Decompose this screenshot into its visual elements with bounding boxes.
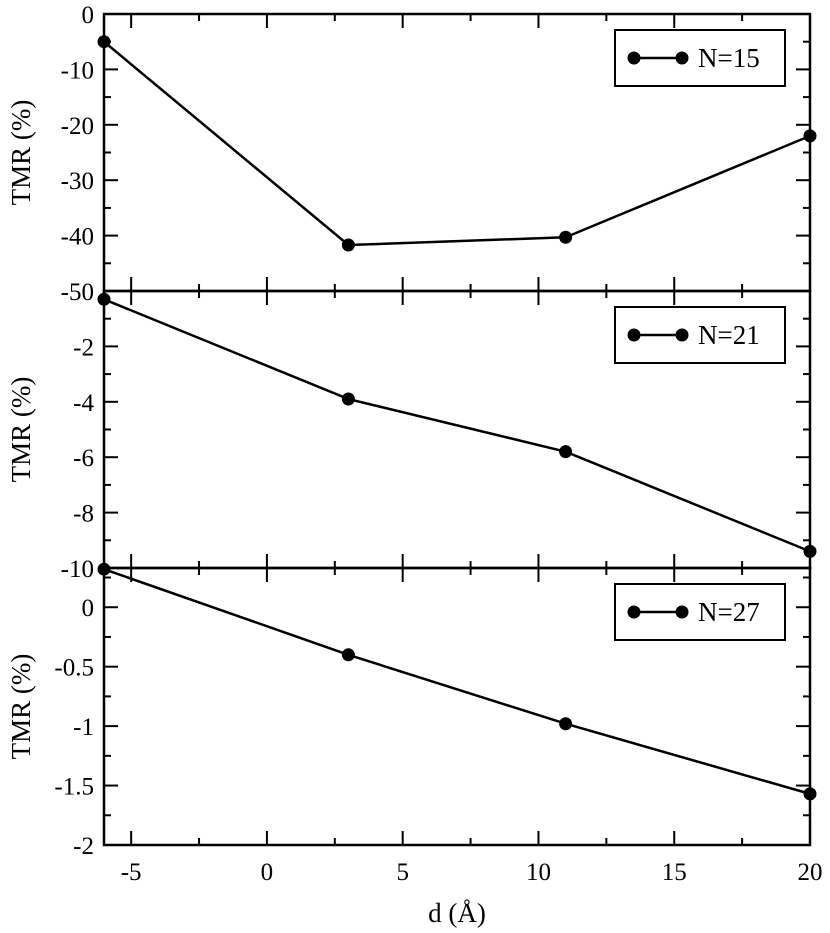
legend-marker — [675, 51, 689, 65]
y-tick-label: -1 — [73, 714, 94, 741]
data-point — [803, 787, 817, 801]
data-point — [559, 230, 573, 244]
y-tick-label: -1.5 — [54, 774, 94, 801]
plot-frame — [102, 566, 812, 847]
data-point — [803, 544, 817, 558]
x-tick-label: 5 — [396, 859, 409, 886]
y-tick-label: -8 — [73, 501, 94, 528]
legend-label: N=15 — [698, 43, 760, 73]
y-tick-label: 0 — [82, 595, 95, 622]
panel-2: -2 -4 -6 -8 -10 TMR (%) N=21 — [6, 289, 817, 583]
legend-marker — [627, 328, 641, 342]
legend-marker — [675, 328, 689, 342]
data-point — [559, 717, 573, 731]
y-tick-label: 0 — [82, 2, 95, 29]
panel-1: 0 -10 -20 -30 -40 -50 TMR (%) N=15 — [6, 2, 817, 306]
series-line — [103, 298, 811, 553]
data-point — [97, 35, 111, 49]
legend: N=21 — [614, 306, 786, 364]
data-point — [803, 129, 817, 143]
x-tick-label: 20 — [798, 859, 823, 886]
legend-label: N=27 — [698, 597, 760, 627]
y-tick-label: -6 — [73, 445, 94, 472]
y-tick-label: -40 — [61, 224, 94, 251]
x-tick-label: 15 — [662, 859, 687, 886]
legend-marker — [675, 605, 689, 619]
y-axis-label: TMR (%) — [6, 654, 36, 760]
y-tick-label: -50 — [61, 279, 94, 306]
series-line — [103, 568, 811, 796]
legend: N=27 — [614, 583, 786, 641]
data-point — [559, 445, 573, 459]
legend-label: N=21 — [698, 320, 760, 350]
legend: N=15 — [614, 29, 786, 87]
y-axis-label: TMR (%) — [6, 377, 36, 483]
data-point — [341, 238, 355, 252]
x-tick-label: 10 — [526, 859, 551, 886]
series-line — [103, 40, 811, 247]
y-tick-label: -10 — [61, 57, 94, 84]
data-point — [97, 292, 111, 306]
y-tick-label: -10 — [61, 556, 94, 583]
y-axis-label: TMR (%) — [6, 100, 36, 206]
data-point — [97, 562, 111, 576]
x-tick-label: -5 — [121, 859, 142, 886]
y-tick-label: -20 — [61, 113, 94, 140]
x-axis-label: d (Å) — [428, 898, 486, 928]
legend-marker — [627, 51, 641, 65]
x-tick-label: 0 — [261, 859, 274, 886]
data-point — [341, 648, 355, 662]
legend-marker — [627, 605, 641, 619]
y-tick-label: -4 — [73, 390, 94, 417]
data-point — [341, 392, 355, 406]
y-tick-label: -2 — [73, 833, 94, 860]
panel-3: 0 -0.5 -1 -1.5 -2 TMR (%) -5 0 5 10 15 20 d (Å) N=27 — [6, 562, 823, 928]
y-tick-label: -0.5 — [54, 655, 94, 682]
y-tick-label: -2 — [73, 334, 94, 361]
y-tick-label: -30 — [61, 168, 94, 195]
